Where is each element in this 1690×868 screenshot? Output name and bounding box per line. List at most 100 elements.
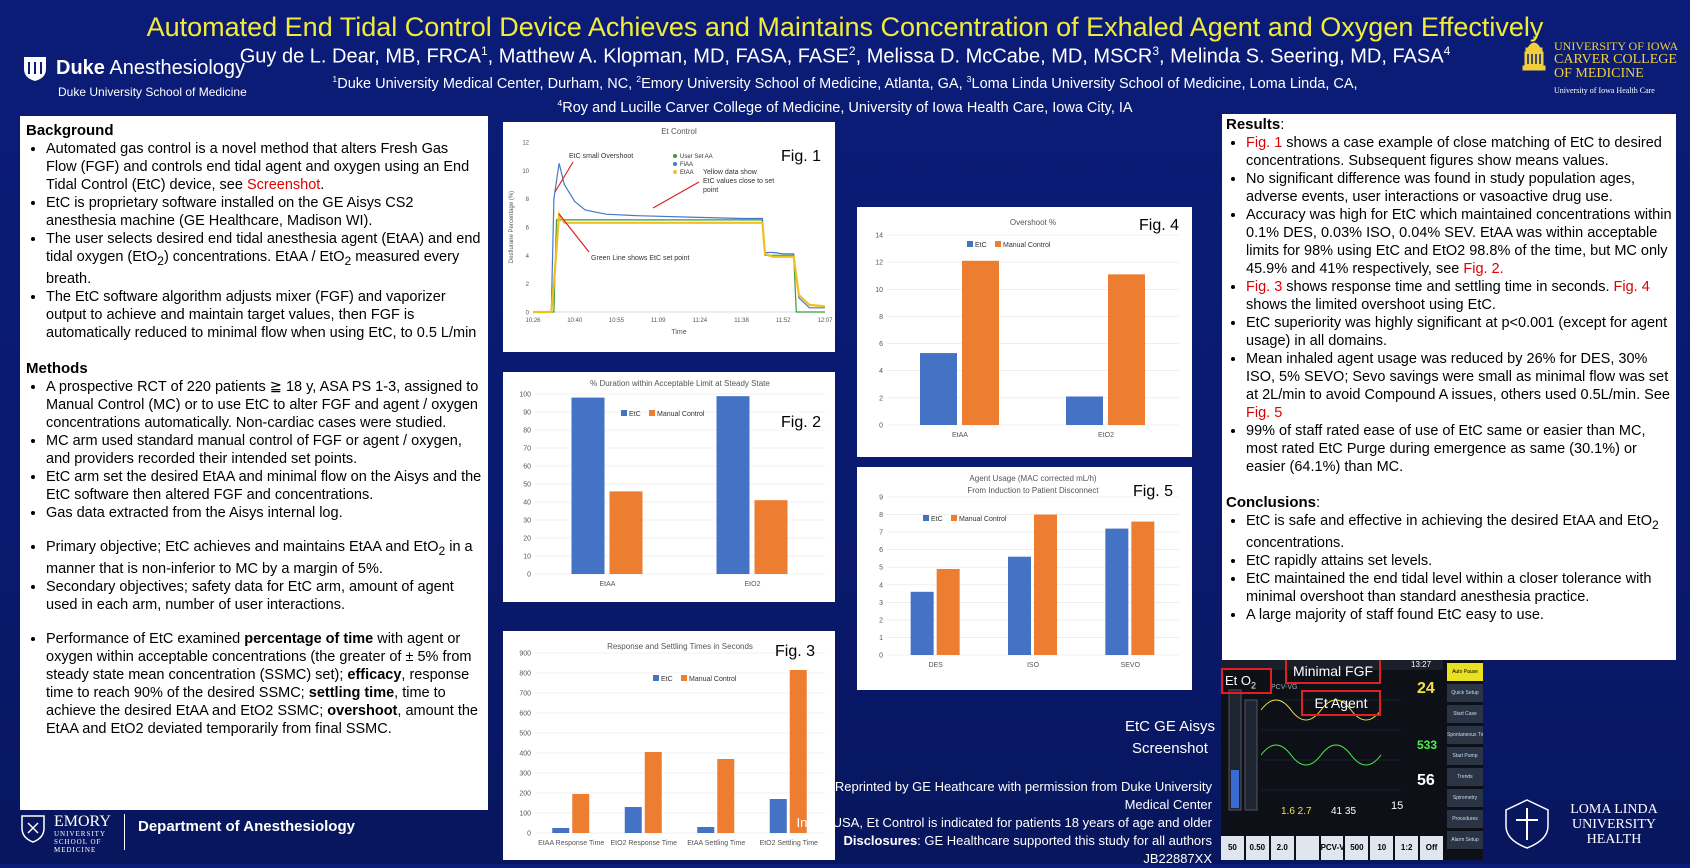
x-tick-label: 11:52 xyxy=(776,318,791,324)
methods-list: A prospective RCT of 220 patients ≧ 18 y… xyxy=(26,378,482,522)
fig1-chart: Et Control 0 2 4 6 8 10 12 10:26 10:40 10:55 11:09 1… xyxy=(509,127,833,336)
legend-label: Manual Control xyxy=(689,676,737,683)
bar-manual-control xyxy=(1108,274,1145,425)
list-item: MC arm used standard manual control of F… xyxy=(46,432,482,468)
aisys-setting-value: 10 xyxy=(1370,836,1394,860)
y-axis-label: Desflurane Percentage (%) xyxy=(509,191,515,263)
fig2-box: % Duration within Acceptable Limit at St… xyxy=(503,372,835,602)
fig2-link[interactable]: Fig. 2. xyxy=(1463,261,1504,277)
x-tick-label: 11:24 xyxy=(693,318,708,324)
series-line-fiaa xyxy=(533,163,825,313)
bar-manual-control xyxy=(717,759,735,833)
bar-etc xyxy=(716,396,750,574)
chart-title: Response and Settling Times in Seconds xyxy=(607,642,753,651)
affiliations: 1Duke University Medical Center, Durham,… xyxy=(332,74,1358,116)
fig5-label: Fig. 5 xyxy=(1133,483,1174,500)
llu-crest-icon xyxy=(1505,799,1549,849)
legend-swatch xyxy=(673,170,677,174)
legend-swatch xyxy=(673,162,677,166)
list-item: A prospective RCT of 220 patients ≧ 18 y… xyxy=(46,378,482,432)
list-item: EtC is safe and effective in achieving t… xyxy=(1246,512,1672,552)
x-tick-label: 10:40 xyxy=(567,318,583,324)
bar-etc xyxy=(1066,396,1103,425)
y-tick-label: 500 xyxy=(519,731,531,738)
aisys-side-button: Procedures xyxy=(1447,810,1483,828)
y-tick-label: 9 xyxy=(879,495,883,502)
y-tick-label: 12 xyxy=(522,141,529,147)
author-line: Guy de L. Dear, MB, FRCA1, Matthew A. Kl… xyxy=(239,44,1451,68)
aisys-setting-value: 1:2 xyxy=(1395,836,1419,860)
fig4-link[interactable]: Fig. 4 xyxy=(1613,279,1650,295)
y-tick-label: 4 xyxy=(879,582,883,589)
list-item: A large majority of staff found EtC easy… xyxy=(1246,606,1672,624)
agent-callout: Et Agent xyxy=(1301,690,1381,716)
list-item: No significant difference was found in s… xyxy=(1246,170,1672,206)
aisys-side-button: Start Pump xyxy=(1447,747,1483,765)
bar-etc xyxy=(552,828,570,833)
bar-manual-control xyxy=(1034,514,1057,655)
y-tick-label: 800 xyxy=(519,671,531,678)
y-tick-label: 8 xyxy=(879,512,883,519)
author-1: Guy de L. Dear, MB, FRCA xyxy=(239,45,481,68)
fig5-box: Agent Usage (MAC corrected mL/h) From Ind… xyxy=(857,467,1192,690)
fig4-chart: Overshoot % 0 2 4 6 8 10 12 14 EtAA EtO2 EtC Manual … xyxy=(875,218,1179,439)
legend-swatch xyxy=(951,515,957,521)
fig1-link[interactable]: Fig. 1 xyxy=(1246,135,1283,151)
legend-swatch xyxy=(653,675,659,681)
legend-label: EtC xyxy=(931,516,943,523)
fig5-link[interactable]: Fig. 5 xyxy=(1246,405,1283,421)
poster-title: Automated End Tidal Control Device Achie… xyxy=(146,12,1544,42)
annotation: EtC small Overshoot xyxy=(569,153,633,160)
fig2-label: Fig. 2 xyxy=(781,414,822,431)
fig3-chart: Response and Settling Times in Seconds 0 1… xyxy=(519,642,825,847)
fig1-label: Fig. 1 xyxy=(781,148,822,165)
y-tick-label: 80 xyxy=(523,428,531,435)
bar-manual-control xyxy=(936,568,960,655)
bar-manual-control xyxy=(609,491,643,574)
methods-heading: Methods xyxy=(26,359,88,377)
x-tick-label: 10:55 xyxy=(609,318,625,324)
legend-label: Manual Control xyxy=(959,516,1007,523)
bar-etc xyxy=(920,353,957,425)
y-tick-label: 14 xyxy=(875,233,883,240)
y-tick-label: 10 xyxy=(875,287,883,294)
y-tick-label: 12 xyxy=(875,260,883,267)
fig3-link[interactable]: Fig. 3 xyxy=(1246,279,1283,295)
y-tick-label: 90 xyxy=(523,410,531,417)
iowa-capitol-icon xyxy=(1522,36,1546,71)
series-line-etaa xyxy=(533,210,826,314)
legend-swatch xyxy=(995,241,1001,247)
conclusions-heading: Conclusions: xyxy=(1226,494,1321,511)
annotation-arrow xyxy=(652,181,700,209)
list-item: EtC arm set the desired EtAA and minimal… xyxy=(46,468,482,504)
y-tick-label: 2 xyxy=(526,282,530,288)
fig4-label: Fig. 4 xyxy=(1139,217,1180,234)
screenshot-link[interactable]: Screenshot xyxy=(246,177,321,193)
y-tick-label: 70 xyxy=(523,446,531,453)
legend-swatch xyxy=(681,675,687,681)
series-line-user-set-aa xyxy=(533,219,825,313)
duke-logo: Duke Anesthesiology Duke University Scho… xyxy=(22,55,247,99)
fig1-box: Et Control 0 2 4 6 8 10 12 10:26 10:40 10:55 11:09 1… xyxy=(503,122,835,352)
annotation: Yellow data show xyxy=(703,169,758,176)
x-tick-label: ISO xyxy=(1027,662,1040,669)
bar-manual-control xyxy=(789,670,807,833)
list-item: Fig. 3 shows response time and settling … xyxy=(1246,278,1672,314)
side-buttons: Auto Pause Quick Setup Start Case Spontaneo… xyxy=(1447,660,1483,849)
y-tick-label: 40 xyxy=(523,500,531,507)
list-item: Fig. 1 shows a case example of close mat… xyxy=(1246,134,1672,170)
chart-title: Et Control xyxy=(661,127,697,136)
y-tick-label: 0 xyxy=(527,572,531,579)
y-tick-label: 900 xyxy=(519,651,531,658)
y-tick-label: 6 xyxy=(526,226,530,232)
y-tick-label: 0 xyxy=(879,653,883,660)
y-tick-label: 0 xyxy=(879,423,883,430)
x-tick-label: 10:26 xyxy=(525,318,541,324)
y-tick-label: 4 xyxy=(879,368,883,375)
screenshot-caption: EtC GE Aisys Screenshot xyxy=(1124,718,1216,757)
author-3: Melissa D. McCabe, MD, MSCR xyxy=(866,45,1153,68)
legend-label: FiAA xyxy=(680,162,693,168)
y-tick-label: 30 xyxy=(523,518,531,525)
aisys-side-button: Spirometry xyxy=(1447,789,1483,807)
legend-swatch xyxy=(649,410,655,416)
